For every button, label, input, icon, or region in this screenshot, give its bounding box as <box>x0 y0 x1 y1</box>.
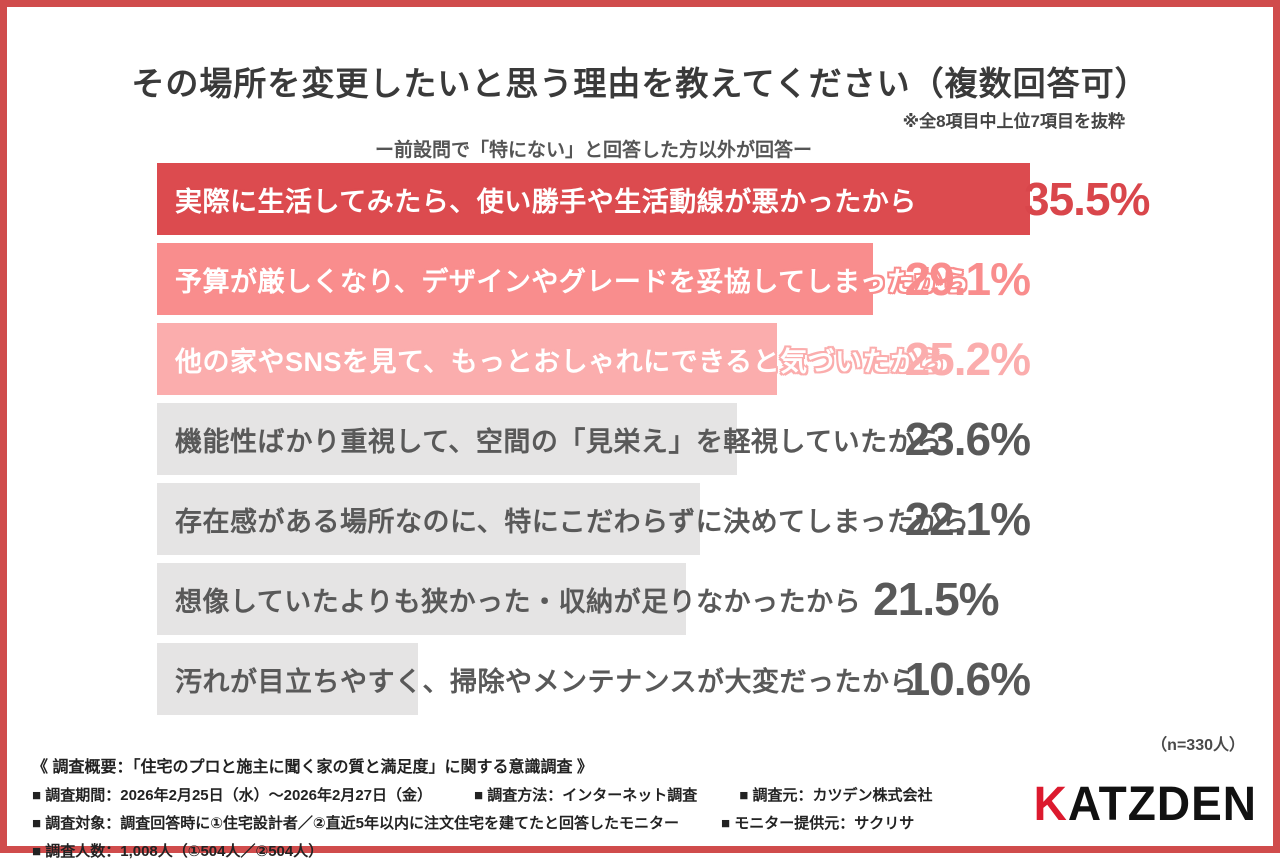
logo-letter-k: K <box>1033 775 1068 831</box>
bar-value-label: 10.6% <box>904 653 1031 705</box>
survey-detail-item: ■ 調査人数：1,008人（①504人／②504人） <box>32 843 324 860</box>
bar-category-label: 予算が厳しくなり、デザインやグレードを妥協してしまったから <box>175 266 970 297</box>
survey-detail-item: ■ 調査方法：インターネット調査 <box>474 787 698 804</box>
bar-value-label: 29.1% <box>904 253 1031 305</box>
survey-footer: 《 調査概要：「住宅のプロと施主に聞く家の質と満足度」に関する意識調査 》 ■ … <box>32 753 1022 861</box>
survey-detail-line: ■ 調査対象：調査回答時に①住宅設計者／②直近5年以内に注文住宅を建てたと回答し… <box>32 812 1022 833</box>
bar-category-label: 機能性ばかり重視して、空間の「見栄え」を軽視していたから <box>175 426 943 457</box>
bar-row: 汚れが目立ちやすく、掃除やメンテナンスが大変だったから 10.6% <box>157 643 1031 715</box>
katzden-logo: KATZDEN <box>1034 775 1257 832</box>
bar-row: 想像していたよりも狭かった・収納が足りなかったから 21.5% <box>157 563 1030 635</box>
survey-detail-item: ■ 調査期間：2026年2月25日（水）～2026年2月27日（金） <box>32 787 433 804</box>
survey-detail-item: ■ 調査対象：調査回答時に①住宅設計者／②直近5年以内に注文住宅を建てたと回答し… <box>32 815 679 832</box>
survey-detail-item: ■ モニター提供元：サクリサ <box>720 815 915 832</box>
bar-row: 実際に生活してみたら、使い勝手や生活動線が悪かったから 35.5% <box>157 163 1150 235</box>
bar-row: 他の家やSNSを見て、もっとおしゃれにできると気づいたから 25.2% <box>157 323 1031 395</box>
chart-title: その場所を変更したいと思う理由を教えてください（複数回答可） <box>131 65 1149 102</box>
bar-category-label: 存在感がある場所なのに、特にこだわらずに決めてしまったから <box>175 506 970 537</box>
sample-size-note: （n=330人） <box>1151 737 1245 754</box>
survey-overview: 《 調査概要：「住宅のプロと施主に聞く家の質と満足度」に関する意識調査 》 <box>32 759 593 776</box>
logo-letters-rest: ATZDEN <box>1067 775 1257 831</box>
bar-value-label: 22.1% <box>904 493 1031 545</box>
survey-details: ■ 調査期間：2026年2月25日（水）～2026年2月27日（金） ■ 調査方法… <box>32 784 1022 861</box>
bar-value-label: 25.2% <box>904 333 1031 385</box>
survey-detail-line: ■ 調査人数：1,008人（①504人／②504人） <box>32 840 1022 861</box>
bar-fill <box>157 323 777 395</box>
bar-value-label: 21.5% <box>873 573 999 625</box>
bar-value-label: 23.6% <box>904 413 1031 465</box>
bar-fill <box>157 163 1030 235</box>
survey-detail-line: ■ 調査期間：2026年2月25日（水）～2026年2月27日（金） ■ 調査方法… <box>32 784 1022 805</box>
bar-category-label: 実際に生活してみたら、使い勝手や生活動線が悪かったから <box>175 186 917 217</box>
bar-row: 予算が厳しくなり、デザインやグレードを妥協してしまったから 29.1% <box>157 243 1031 315</box>
bar-fill <box>157 563 686 635</box>
bar-fill <box>157 243 873 315</box>
chart-subtitle: ー前設問で「特にない」と回答した方以外が回答ー <box>374 140 812 161</box>
bar-category-label: 汚れが目立ちやすく、掃除やメンテナンスが大変だったから <box>175 666 917 697</box>
chart-note: ※全8項目中上位7項目を抜粋 <box>902 112 1125 131</box>
bar-fill <box>157 403 738 475</box>
bar-category-label: 想像していたよりも狭かった・収納が足りなかったから <box>175 586 862 617</box>
bar-fill <box>157 483 701 555</box>
bar-row: 存在感がある場所なのに、特にこだわらずに決めてしまったから 22.1% <box>157 483 1031 555</box>
survey-detail-item: ■ 調査元：カツデン株式会社 <box>739 787 933 804</box>
bar-value-label: 35.5% <box>1024 173 1150 225</box>
bar-chart: 実際に生活してみたら、使い勝手や生活動線が悪かったから 35.5% 予算が厳しくなり… <box>157 163 1150 715</box>
bar-fill <box>157 643 418 715</box>
bar-row: 機能性ばかり重視して、空間の「見栄え」を軽視していたから 23.6% <box>157 403 1031 475</box>
bar-category-label: 他の家やSNSを見て、もっとおしゃれにできると気づいたから <box>175 346 946 377</box>
